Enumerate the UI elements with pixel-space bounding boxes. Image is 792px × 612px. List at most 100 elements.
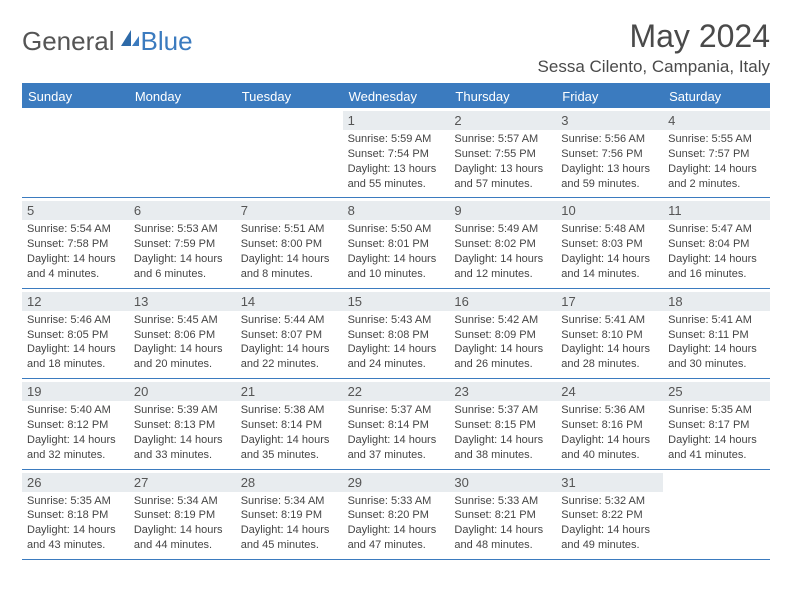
day-number: 11 xyxy=(663,201,770,220)
weekday-sat: Saturday xyxy=(663,85,770,108)
daylight-text: Daylight: 14 hours and 8 minutes. xyxy=(241,252,338,282)
sunset-text: Sunset: 8:16 PM xyxy=(561,418,658,433)
day-cell: 21Sunrise: 5:38 AMSunset: 8:14 PMDayligh… xyxy=(236,379,343,468)
day-cell: 20Sunrise: 5:39 AMSunset: 8:13 PMDayligh… xyxy=(129,379,236,468)
weekday-header-row: Sunday Monday Tuesday Wednesday Thursday… xyxy=(22,85,770,108)
sunset-text: Sunset: 7:59 PM xyxy=(134,237,231,252)
day-number: 8 xyxy=(343,201,450,220)
daylight-text: Daylight: 14 hours and 14 minutes. xyxy=(561,252,658,282)
weekday-tue: Tuesday xyxy=(236,85,343,108)
logo-text-general: General xyxy=(22,26,115,57)
sunrise-text: Sunrise: 5:43 AM xyxy=(348,313,445,328)
sunrise-text: Sunrise: 5:53 AM xyxy=(134,222,231,237)
sunset-text: Sunset: 7:54 PM xyxy=(348,147,445,162)
day-cell: 2Sunrise: 5:57 AMSunset: 7:55 PMDaylight… xyxy=(449,108,556,197)
sunrise-text: Sunrise: 5:45 AM xyxy=(134,313,231,328)
weekday-wed: Wednesday xyxy=(343,85,450,108)
day-number: 30 xyxy=(449,473,556,492)
sunrise-text: Sunrise: 5:35 AM xyxy=(27,494,124,509)
day-cell xyxy=(129,108,236,197)
sunset-text: Sunset: 7:56 PM xyxy=(561,147,658,162)
daylight-text: Daylight: 14 hours and 2 minutes. xyxy=(668,162,765,192)
day-cell: 16Sunrise: 5:42 AMSunset: 8:09 PMDayligh… xyxy=(449,289,556,378)
sunset-text: Sunset: 8:08 PM xyxy=(348,328,445,343)
day-cell: 18Sunrise: 5:41 AMSunset: 8:11 PMDayligh… xyxy=(663,289,770,378)
day-cell: 27Sunrise: 5:34 AMSunset: 8:19 PMDayligh… xyxy=(129,470,236,559)
sunset-text: Sunset: 8:19 PM xyxy=(241,508,338,523)
day-number: 12 xyxy=(22,292,129,311)
sunrise-text: Sunrise: 5:40 AM xyxy=(27,403,124,418)
sunrise-text: Sunrise: 5:37 AM xyxy=(454,403,551,418)
day-number: 17 xyxy=(556,292,663,311)
sunset-text: Sunset: 8:05 PM xyxy=(27,328,124,343)
day-number: 20 xyxy=(129,382,236,401)
sunrise-text: Sunrise: 5:36 AM xyxy=(561,403,658,418)
day-number: 28 xyxy=(236,473,343,492)
day-cell: 9Sunrise: 5:49 AMSunset: 8:02 PMDaylight… xyxy=(449,198,556,287)
sunrise-text: Sunrise: 5:41 AM xyxy=(561,313,658,328)
day-cell: 14Sunrise: 5:44 AMSunset: 8:07 PMDayligh… xyxy=(236,289,343,378)
day-number: 14 xyxy=(236,292,343,311)
daylight-text: Daylight: 14 hours and 41 minutes. xyxy=(668,433,765,463)
daylight-text: Daylight: 14 hours and 49 minutes. xyxy=(561,523,658,553)
day-cell: 30 Sunrise: 5:33 AMSunset: 8:21 PMDayligh… xyxy=(449,470,556,559)
day-cell: 17Sunrise: 5:41 AMSunset: 8:10 PMDayligh… xyxy=(556,289,663,378)
calendar: Sunday Monday Tuesday Wednesday Thursday… xyxy=(22,83,770,560)
sunset-text: Sunset: 8:18 PM xyxy=(27,508,124,523)
day-cell: 29Sunrise: 5:33 AMSunset: 8:20 PMDayligh… xyxy=(343,470,450,559)
sunset-text: Sunset: 8:02 PM xyxy=(454,237,551,252)
day-number: 16 xyxy=(449,292,556,311)
day-cell xyxy=(236,108,343,197)
day-number: 15 xyxy=(343,292,450,311)
day-number: 31 xyxy=(556,473,663,492)
daylight-text: Daylight: 14 hours and 12 minutes. xyxy=(454,252,551,282)
daylight-text: Daylight: 14 hours and 40 minutes. xyxy=(561,433,658,463)
daylight-text: Daylight: 14 hours and 44 minutes. xyxy=(134,523,231,553)
daylight-text: Daylight: 14 hours and 48 minutes. xyxy=(454,523,551,553)
daylight-text: Daylight: 13 hours and 57 minutes. xyxy=(454,162,551,192)
day-cell: 22Sunrise: 5:37 AMSunset: 8:14 PMDayligh… xyxy=(343,379,450,468)
day-number: 13 xyxy=(129,292,236,311)
logo-text-blue: Blue xyxy=(141,26,193,57)
sunrise-text: Sunrise: 5:59 AM xyxy=(348,132,445,147)
sunset-text: Sunset: 8:15 PM xyxy=(454,418,551,433)
day-cell: 25Sunrise: 5:35 AMSunset: 8:17 PMDayligh… xyxy=(663,379,770,468)
weekday-fri: Friday xyxy=(556,85,663,108)
day-cell: 11Sunrise: 5:47 AMSunset: 8:04 PMDayligh… xyxy=(663,198,770,287)
day-number: 6 xyxy=(129,201,236,220)
day-cell xyxy=(22,108,129,197)
daylight-text: Daylight: 14 hours and 28 minutes. xyxy=(561,342,658,372)
sunset-text: Sunset: 8:00 PM xyxy=(241,237,338,252)
sunrise-text: Sunrise: 5:42 AM xyxy=(454,313,551,328)
location: Sessa Cilento, Campania, Italy xyxy=(538,57,770,77)
day-number: 24 xyxy=(556,382,663,401)
daylight-text: Daylight: 14 hours and 32 minutes. xyxy=(27,433,124,463)
sunset-text: Sunset: 8:11 PM xyxy=(668,328,765,343)
sunset-text: Sunset: 8:14 PM xyxy=(348,418,445,433)
day-number: 22 xyxy=(343,382,450,401)
day-cell: 28Sunrise: 5:34 AMSunset: 8:19 PMDayligh… xyxy=(236,470,343,559)
day-cell: 24 Sunrise: 5:36 AMSunset: 8:16 PMDayligh… xyxy=(556,379,663,468)
sunrise-text: Sunrise: 5:33 AM xyxy=(454,494,551,509)
daylight-text: Daylight: 14 hours and 35 minutes. xyxy=(241,433,338,463)
week-row: 1Sunrise: 5:59 AMSunset: 7:54 PMDaylight… xyxy=(22,108,770,198)
sunset-text: Sunset: 8:07 PM xyxy=(241,328,338,343)
sunset-text: Sunset: 8:21 PM xyxy=(454,508,551,523)
weekday-sun: Sunday xyxy=(22,85,129,108)
daylight-text: Daylight: 14 hours and 38 minutes. xyxy=(454,433,551,463)
weeks-container: 1Sunrise: 5:59 AMSunset: 7:54 PMDaylight… xyxy=(22,108,770,560)
day-cell: 23Sunrise: 5:37 AMSunset: 8:15 PMDayligh… xyxy=(449,379,556,468)
sunrise-text: Sunrise: 5:51 AM xyxy=(241,222,338,237)
month-title: May 2024 xyxy=(538,18,770,55)
sunrise-text: Sunrise: 5:37 AM xyxy=(348,403,445,418)
weekday-thu: Thursday xyxy=(449,85,556,108)
sunrise-text: Sunrise: 5:44 AM xyxy=(241,313,338,328)
day-cell: 13Sunrise: 5:45 AMSunset: 8:06 PMDayligh… xyxy=(129,289,236,378)
sunrise-text: Sunrise: 5:41 AM xyxy=(668,313,765,328)
daylight-text: Daylight: 14 hours and 43 minutes. xyxy=(27,523,124,553)
day-number: 21 xyxy=(236,382,343,401)
day-cell: 15Sunrise: 5:43 AMSunset: 8:08 PMDayligh… xyxy=(343,289,450,378)
day-number xyxy=(129,111,236,115)
day-cell: 1Sunrise: 5:59 AMSunset: 7:54 PMDaylight… xyxy=(343,108,450,197)
day-cell: 8Sunrise: 5:50 AMSunset: 8:01 PMDaylight… xyxy=(343,198,450,287)
